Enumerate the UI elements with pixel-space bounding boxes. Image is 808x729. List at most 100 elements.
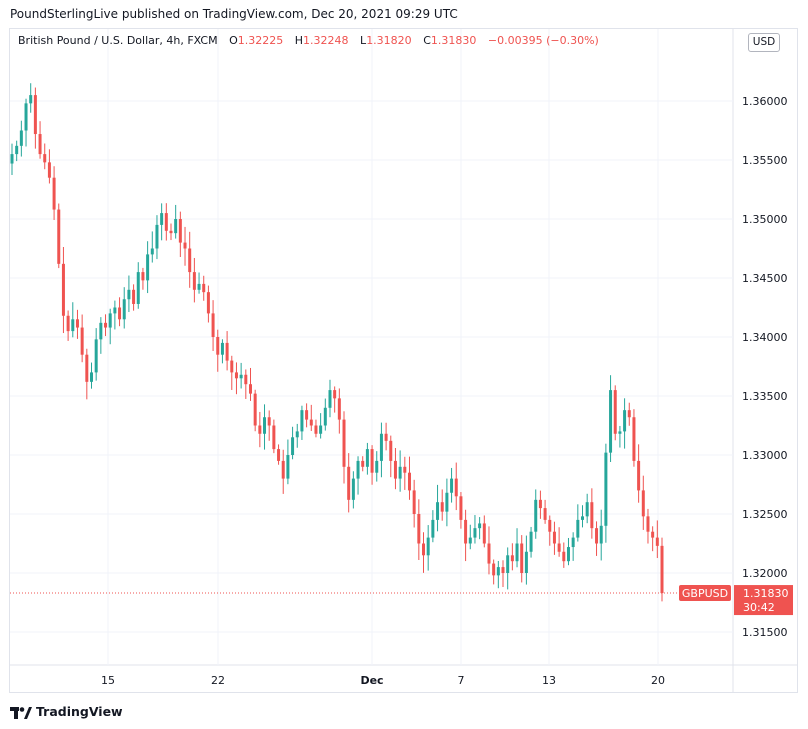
candle-body	[445, 492, 449, 512]
candle-body	[15, 145, 19, 155]
candle-body	[370, 449, 374, 473]
candle-body	[651, 531, 655, 538]
candle-body	[132, 289, 136, 304]
candle-body	[356, 460, 360, 479]
candle-body	[122, 299, 126, 320]
candle-body	[183, 242, 187, 249]
candle-body	[496, 567, 500, 576]
candle-body	[609, 390, 613, 453]
candle-body	[19, 130, 23, 146]
candle-body	[510, 555, 514, 562]
tradingview-logo-icon	[10, 706, 32, 719]
candle-body	[71, 319, 75, 332]
candle-body	[328, 390, 332, 408]
candle-body	[379, 433, 383, 461]
candle-body	[585, 502, 589, 517]
candlestick-series	[10, 83, 664, 602]
candle-body	[557, 543, 561, 552]
candle-body	[623, 410, 627, 432]
candle-body	[10, 154, 14, 164]
candle-body	[248, 384, 252, 394]
candle-body	[454, 478, 458, 497]
candle-body	[136, 272, 140, 304]
candle-body	[286, 455, 290, 479]
candle-body	[295, 431, 299, 438]
candle-body	[492, 563, 496, 576]
candle-body	[38, 134, 42, 155]
price-tag-value: 1.31830	[743, 587, 789, 600]
candle-body	[529, 531, 533, 552]
candle-body	[478, 523, 482, 529]
candle-body	[618, 431, 622, 434]
y-tick-label: 1.32500	[742, 508, 788, 521]
candle-body	[104, 322, 108, 328]
candle-body	[309, 419, 313, 426]
candle-body	[197, 283, 201, 290]
candle-body	[646, 516, 650, 532]
y-tick-label: 1.33500	[742, 390, 788, 403]
candle-body	[66, 315, 70, 332]
chart-frame[interactable]	[9, 28, 798, 693]
high-value: 1.32248	[303, 34, 349, 47]
candle-body	[389, 440, 393, 461]
candle-body	[473, 528, 477, 538]
candle-body	[590, 502, 594, 529]
candle-body	[375, 460, 379, 473]
candle-body	[552, 531, 556, 544]
symbol-tag-bg	[679, 585, 731, 602]
currency-button[interactable]: USD	[748, 33, 780, 52]
candle-body	[524, 551, 528, 573]
y-tick-label: 1.31500	[742, 626, 788, 639]
candle-body	[146, 254, 150, 281]
candle-body	[57, 209, 61, 264]
candle-body	[174, 219, 178, 234]
candle-body	[188, 248, 192, 273]
candle-body	[342, 419, 346, 467]
y-tick-label: 1.36000	[742, 95, 788, 108]
candle-body	[655, 537, 659, 546]
candle-body	[89, 372, 93, 382]
candle-body	[150, 248, 154, 255]
candle-body	[426, 537, 430, 556]
candle-body	[520, 543, 524, 573]
x-tick-label: 15	[101, 674, 115, 687]
candle-body	[595, 528, 599, 544]
candle-body	[384, 433, 388, 441]
candle-body	[637, 460, 641, 491]
candle-body	[169, 230, 173, 234]
candle-body	[515, 543, 519, 562]
candle-body	[253, 393, 257, 426]
candle-body	[613, 390, 617, 434]
candle-body	[440, 502, 444, 512]
candle-body	[337, 398, 341, 420]
published-by-header: PoundSterlingLive published on TradingVi…	[10, 7, 458, 21]
grid-lines	[10, 29, 797, 692]
candle-body	[164, 213, 168, 231]
candle-body	[234, 372, 238, 379]
candle-body	[365, 449, 369, 467]
candle-body	[85, 354, 89, 382]
close-label: C	[423, 34, 431, 47]
candle-body	[43, 154, 47, 163]
candle-body	[216, 337, 220, 355]
candle-body	[272, 425, 276, 450]
open-value: 1.32225	[237, 34, 284, 47]
candle-body	[436, 502, 440, 520]
candle-body	[61, 263, 65, 316]
candle-body	[80, 327, 84, 355]
y-tick-label: 1.35000	[742, 213, 788, 226]
symbol-tag-label: GBPUSD	[682, 587, 728, 600]
candle-body	[403, 466, 407, 473]
candle-body	[99, 322, 103, 340]
candle-body	[361, 460, 365, 467]
candle-body	[599, 525, 603, 544]
candle-body	[300, 410, 304, 432]
candle-body	[412, 490, 416, 514]
candle-body	[113, 307, 117, 314]
tradingview-branding[interactable]: TradingView	[10, 704, 123, 719]
candle-body	[225, 342, 229, 361]
candle-body	[417, 514, 421, 544]
candle-body	[506, 555, 510, 573]
